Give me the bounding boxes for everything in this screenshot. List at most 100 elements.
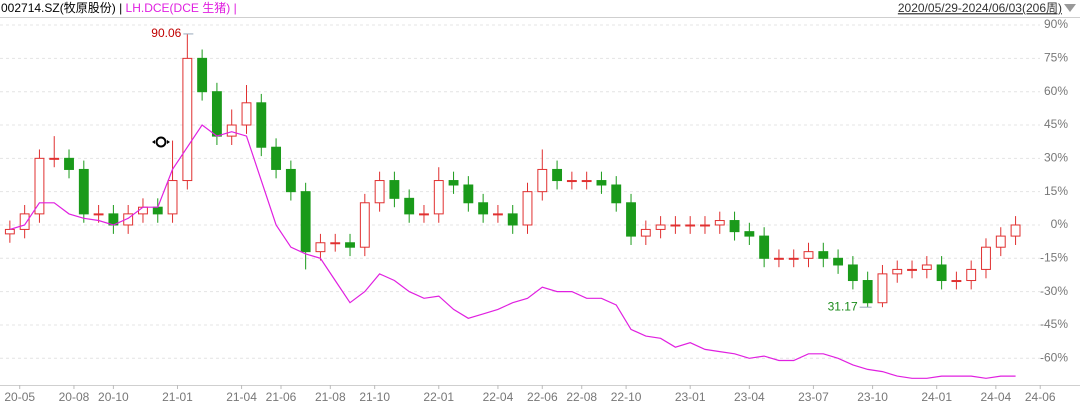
x-tick-label: 21-08	[315, 390, 346, 404]
candle-body	[833, 257, 844, 266]
candle-body	[803, 251, 814, 259]
y-tick-label: 60%	[1044, 84, 1068, 98]
x-tick-label: 22-04	[483, 390, 514, 404]
y-tick-label: -30%	[1040, 284, 1068, 298]
candle-body	[345, 242, 355, 248]
candle-body	[626, 202, 636, 237]
candle-body	[581, 180, 592, 183]
dropdown-icon[interactable]	[1064, 4, 1076, 12]
candle-body	[197, 57, 208, 93]
x-tick-label: 24-01	[921, 390, 952, 404]
candle-body	[389, 180, 400, 199]
candle-body	[877, 273, 888, 304]
candle-body	[4, 228, 15, 235]
candle-body	[271, 146, 282, 170]
x-tick-label: 21-10	[359, 390, 390, 404]
candle-body	[123, 213, 134, 226]
candle-body	[492, 213, 503, 216]
candle-body	[359, 202, 370, 248]
candle-body	[596, 180, 607, 186]
candle-body	[34, 157, 45, 215]
x-tick-label: 24-04	[980, 390, 1011, 404]
candle-body	[241, 102, 252, 126]
candle-body	[64, 157, 74, 170]
candle-body	[226, 124, 237, 137]
candle-body	[995, 235, 1006, 248]
x-tick-label: 20-05	[4, 390, 35, 404]
y-tick-label: 15%	[1044, 184, 1068, 198]
candle-body	[685, 224, 696, 227]
candle-body	[211, 91, 222, 137]
candle-body	[773, 257, 784, 260]
candle-body	[729, 220, 740, 233]
candle-body	[182, 57, 193, 182]
y-tick-label: 30%	[1044, 151, 1068, 165]
date-range: 2020/05/29-2024/06/03(206周)	[898, 1, 1062, 15]
candle-body	[759, 235, 770, 259]
y-tick-label: 90%	[1044, 17, 1068, 31]
candle-body	[300, 191, 311, 253]
candle-body	[936, 264, 947, 282]
eye-marker	[152, 136, 170, 148]
candle-body	[285, 168, 296, 193]
candle-body	[93, 213, 104, 216]
candle-body	[966, 268, 977, 282]
header: 002714.SZ(牧原股份) | LH.DCE(DCE 生猪) |	[1, 1, 237, 15]
candle-body	[951, 280, 962, 283]
candle-body	[463, 184, 474, 204]
candle-body	[640, 228, 651, 237]
candle-body	[167, 180, 178, 215]
y-tick-label: -60%	[1040, 350, 1068, 364]
x-tick-label: 20-08	[59, 390, 90, 404]
y-tick-label: 0%	[1051, 217, 1069, 231]
legend-entry: 002714.SZ(牧原股份)	[1, 1, 116, 15]
x-tick-label: 23-01	[675, 390, 706, 404]
candle-body	[78, 168, 89, 215]
y-tick-label: 75%	[1044, 51, 1068, 65]
candle-body	[19, 213, 30, 230]
candle-body	[862, 280, 873, 304]
x-tick-label: 21-04	[226, 390, 257, 404]
candle-body	[552, 168, 563, 182]
candle-body	[744, 231, 755, 237]
candle-body	[138, 206, 148, 215]
y-tick-label: -15%	[1040, 250, 1068, 264]
candle-body	[981, 246, 991, 270]
candle-body	[433, 180, 444, 215]
candle-body	[256, 102, 267, 148]
candle-body	[419, 213, 429, 216]
x-tick-label: 22-01	[423, 390, 454, 404]
x-tick-label: 23-04	[734, 390, 765, 404]
candle-body	[818, 251, 829, 259]
candle-body	[700, 224, 710, 227]
candle-body	[522, 191, 533, 226]
candle-body	[921, 264, 932, 270]
x-tick-label: 22-06	[527, 390, 558, 404]
candle-body	[537, 168, 548, 193]
x-tick-label: 24-06	[1025, 390, 1056, 404]
candle-body	[907, 268, 917, 271]
x-tick-label: 22-08	[566, 390, 597, 404]
annotation: 90.06	[151, 26, 181, 40]
candle-body	[655, 224, 666, 230]
x-tick-label: 23-07	[798, 390, 829, 404]
legend-entry: LH.DCE(DCE 生猪)	[126, 1, 231, 15]
candle-body	[566, 180, 577, 183]
annotation: 31.17	[828, 299, 858, 313]
candle-body	[507, 213, 518, 226]
x-tick-label: 21-06	[266, 390, 297, 404]
candle-body	[847, 264, 858, 282]
separator: |	[234, 1, 237, 15]
candle-body	[315, 242, 326, 253]
candle-body	[611, 184, 622, 204]
candle-body	[714, 220, 725, 226]
candle-body	[330, 242, 341, 245]
eye-marker-ring	[155, 136, 167, 148]
candle-body	[670, 224, 681, 227]
y-tick-label: -45%	[1040, 317, 1068, 331]
candle-body	[152, 206, 163, 215]
x-tick-label: 22-10	[611, 390, 642, 404]
candle-body	[404, 197, 415, 215]
candle-body	[49, 157, 60, 160]
candle-body	[478, 202, 489, 215]
